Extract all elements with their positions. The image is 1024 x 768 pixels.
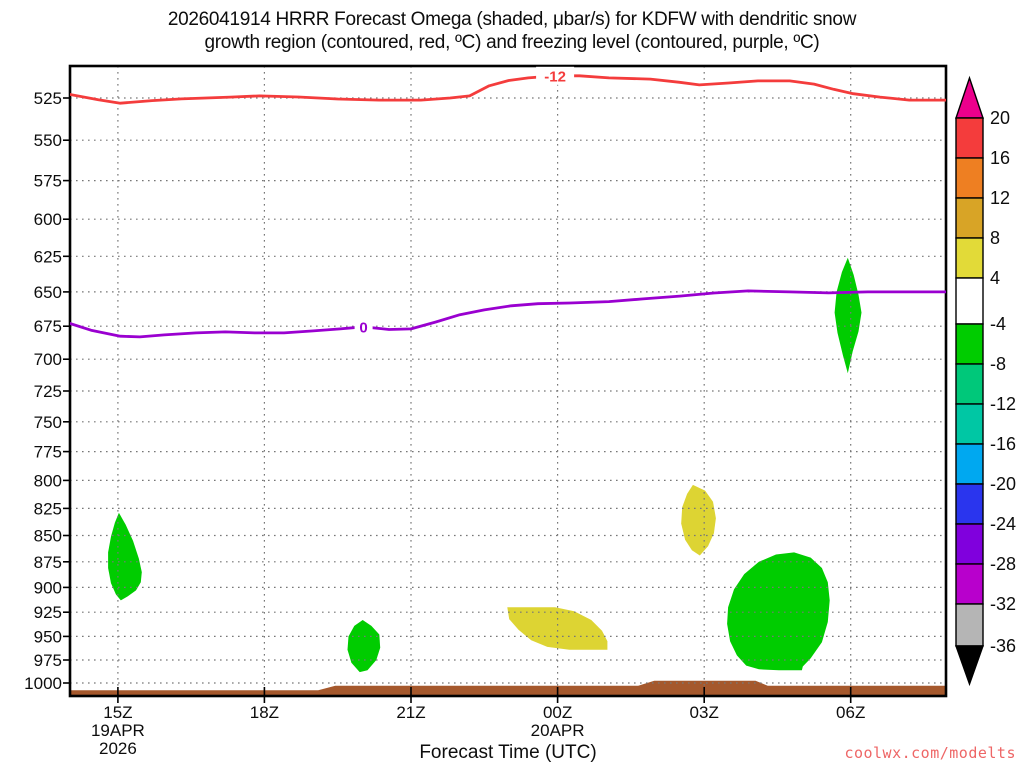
- y-tick-label: 700: [34, 350, 62, 369]
- contour-label: 0: [359, 319, 367, 336]
- x-date-label: 19APR: [91, 721, 145, 740]
- y-tick-label: 925: [34, 603, 62, 622]
- y-tick-label: 550: [34, 131, 62, 150]
- chart-title-line2: growth region (contoured, red, ºC) and f…: [204, 32, 820, 53]
- watermark-link[interactable]: coolwx.com/modelts: [844, 744, 1016, 762]
- colorbar-level-label: -4: [990, 314, 1006, 334]
- y-tick-label: 975: [34, 651, 62, 670]
- colorbar-under-arrow: [955, 645, 984, 687]
- colorbar-segment: [955, 443, 984, 485]
- chart-title-line1: 2026041914 HRRR Forecast Omega (shaded, …: [167, 9, 857, 30]
- y-tick-label: 1000: [24, 674, 62, 693]
- colorbar-level-label: 12: [990, 188, 1010, 208]
- colorbar-segment: [955, 403, 984, 445]
- x-tick-label: 06Z: [836, 703, 865, 722]
- colorbar-level-label: -8: [990, 354, 1006, 374]
- contour-line-freezing-level-0C: [70, 289, 946, 339]
- y-tick-label: 575: [34, 172, 62, 191]
- plot-border: [68, 64, 948, 698]
- colorbar-level-label: 16: [990, 148, 1010, 168]
- x-tick-label: 03Z: [690, 703, 719, 722]
- x-tick-label: 21Z: [396, 703, 425, 722]
- colorbar-level-label: 8: [990, 228, 1000, 248]
- contour-label: -12: [544, 68, 566, 85]
- colorbar-level-label: -12: [990, 394, 1016, 414]
- contour-line-dendritic-snow-growth-minus12C: [70, 74, 946, 105]
- colorbar-level-label: 4: [990, 268, 1000, 288]
- y-tick-label: 750: [34, 413, 62, 432]
- x-date-label: 2026: [99, 739, 137, 758]
- colorbar-level-label: -28: [990, 554, 1016, 574]
- x-date-label: 20APR: [531, 721, 585, 740]
- terrain-profile: [70, 680, 946, 696]
- colorbar-segment: [955, 237, 984, 279]
- y-tick-label: 625: [34, 247, 62, 266]
- contour-label-bg: [536, 66, 575, 85]
- colorbar-segment: [955, 277, 984, 325]
- omega-shaded-region: [727, 552, 830, 671]
- colorbar-level-label: -24: [990, 514, 1016, 534]
- x-axis-title: Forecast Time (UTC): [419, 742, 597, 763]
- y-tick-label: 650: [34, 283, 62, 302]
- colorbar-segment: [955, 563, 984, 605]
- y-tick-label: 875: [34, 553, 62, 572]
- omega-shaded-region: [834, 257, 862, 374]
- y-tick-label: 775: [34, 443, 62, 462]
- colorbar-segment: [955, 197, 984, 239]
- colorbar-over-arrow: [955, 75, 984, 119]
- y-tick-label: 525: [34, 89, 62, 108]
- y-tick-label: 900: [34, 578, 62, 597]
- y-tick-label: 675: [34, 317, 62, 336]
- y-tick-label: 825: [34, 499, 62, 518]
- y-tick-label: 800: [34, 471, 62, 490]
- colorbar-level-label: -16: [990, 434, 1016, 454]
- colorbar-level-label: 20: [990, 108, 1010, 128]
- colorbar-level-label: -36: [990, 636, 1016, 656]
- y-tick-label: 725: [34, 382, 62, 401]
- y-tick-label: 950: [34, 627, 62, 646]
- colorbar-segment: [955, 523, 984, 565]
- y-tick-label: 600: [34, 210, 62, 229]
- colorbar-segment: [955, 117, 984, 159]
- x-tick-label: 15Z: [103, 703, 132, 722]
- colorbar-level-label: -32: [990, 594, 1016, 614]
- omega-shaded-region: [681, 484, 716, 556]
- chart-title: 2026041914 HRRR Forecast Omega (shaded, …: [12, 8, 1012, 54]
- omega-shaded-region: [108, 512, 142, 601]
- contour-label-bg: [354, 317, 373, 336]
- x-tick-label: 18Z: [250, 703, 279, 722]
- y-tick-label: 850: [34, 527, 62, 546]
- colorbar-level-label: -20: [990, 474, 1016, 494]
- colorbar-segment: [955, 603, 984, 647]
- omega-shaded-region: [507, 607, 608, 650]
- colorbar-segment: [955, 483, 984, 525]
- omega-shaded-region: [347, 620, 381, 673]
- colorbar-segment: [955, 323, 984, 365]
- colorbar-segment: [955, 363, 984, 405]
- x-tick-label: 00Z: [543, 703, 572, 722]
- colorbar-segment: [955, 157, 984, 199]
